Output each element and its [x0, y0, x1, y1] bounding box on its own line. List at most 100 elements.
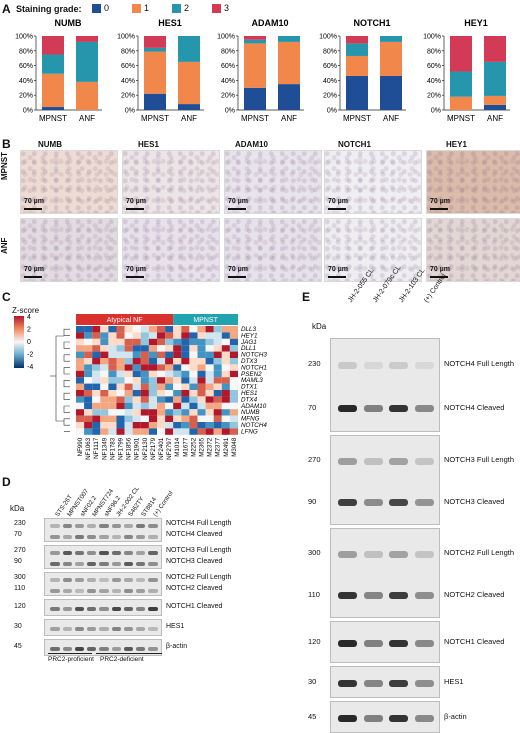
- bar-segment-grade-1: [244, 43, 266, 88]
- heatmap-cell: [205, 402, 214, 410]
- heatmap-cell: [84, 345, 93, 352]
- heatmap-cell: [181, 396, 190, 403]
- grade-label-3: 3: [224, 3, 230, 13]
- x-tick-label: MPNST: [141, 114, 169, 123]
- heatmap-cell: [221, 409, 230, 416]
- kda-title-e: kDa: [312, 322, 327, 331]
- y-tick-label: 80%: [427, 48, 441, 55]
- heatmap-cell: [140, 364, 149, 371]
- band-label: NOTCH1 Cleaved: [166, 602, 223, 610]
- band: [136, 646, 146, 651]
- grade-swatch-0: [92, 4, 101, 13]
- heatmap-cell: [189, 396, 198, 403]
- band: [62, 577, 72, 582]
- heatmap-cell: [197, 428, 206, 435]
- heatmap-cell: [76, 422, 85, 429]
- band: [389, 592, 409, 600]
- band: [136, 606, 146, 611]
- band: [123, 534, 134, 539]
- y-tick-label: 80%: [323, 48, 337, 55]
- blot-strip-1: [330, 435, 440, 525]
- band: [62, 606, 72, 611]
- heatmap-cell: [181, 326, 190, 333]
- kda-title-d: kDa: [10, 504, 25, 513]
- heatmap-cell: [108, 422, 117, 429]
- heatmap-cell: [148, 390, 157, 397]
- heatmap-cell: [229, 358, 238, 365]
- grade-swatch-1: [132, 4, 141, 13]
- band: [363, 361, 383, 369]
- bar-segment-grade-3: [484, 36, 506, 62]
- scale-label: 70 µm: [24, 198, 44, 205]
- band: [414, 714, 434, 722]
- group-label-atypical-nf: Atypical NF: [107, 317, 143, 324]
- gene-label: ADAM10: [240, 403, 267, 410]
- band: [99, 550, 109, 555]
- heatmap-cell: [140, 396, 149, 403]
- heatmap-cell: [76, 332, 85, 339]
- band: [62, 550, 72, 555]
- scale-bar: [328, 276, 346, 278]
- heatmap-cell: [108, 358, 117, 365]
- scale-label: 70 µm: [24, 266, 44, 273]
- dendrogram-branch: [63, 341, 70, 349]
- heatmap-cell: [108, 402, 117, 410]
- dendrogram-branch: [63, 380, 70, 388]
- group-label-proficient: PRC2-proficient: [48, 656, 94, 663]
- heatmap-cell: [165, 345, 174, 352]
- heatmap-cell: [100, 377, 109, 384]
- heatmap-cell: [92, 415, 101, 422]
- band: [148, 550, 158, 555]
- group-line-deficient: [96, 653, 162, 654]
- heatmap-cell: [76, 402, 85, 410]
- heatmap-cell: [173, 409, 182, 416]
- heatmap-cell: [181, 415, 190, 422]
- heatmap-cell: [181, 402, 190, 410]
- heatmap-cell: [165, 364, 174, 371]
- band-label: NOTCH4 Full Length: [166, 519, 232, 527]
- sample-label: NF2797: [166, 437, 173, 460]
- heatmap-cell: [132, 390, 141, 397]
- heatmap-cell: [213, 377, 222, 384]
- band: [111, 626, 121, 631]
- heatmap-cell: [229, 415, 238, 422]
- heatmap-cell: [157, 383, 166, 390]
- heatmap-cell: [173, 351, 182, 358]
- heatmap-cell: [108, 332, 117, 339]
- sample-label: NF1799: [118, 437, 125, 460]
- kda-marker: 120: [14, 602, 26, 610]
- heatmap-cell: [197, 345, 206, 352]
- bar-segment-grade-2: [380, 36, 402, 42]
- band: [389, 714, 409, 722]
- ihc-col-notch1: NOTCH1: [338, 140, 371, 149]
- heatmap-cell: [92, 396, 101, 403]
- micrograph-anf-adam10: 70 µm: [224, 218, 322, 282]
- kda-marker: 270: [14, 546, 26, 554]
- heatmap-cell: [132, 358, 141, 365]
- heatmap-cell: [84, 370, 93, 378]
- heatmap-cell: [197, 396, 206, 403]
- band: [414, 405, 434, 413]
- heatmap-cell: [221, 370, 230, 378]
- band-label: NOTCH2 Cleaved: [166, 584, 223, 592]
- heatmap-cell: [181, 332, 190, 339]
- sample-label: NF2179: [150, 437, 157, 460]
- heatmap-cell: [148, 428, 157, 435]
- heatmap-cell: [173, 345, 182, 352]
- band: [338, 550, 358, 558]
- heatmap-cell: [124, 428, 133, 435]
- heatmap-cell: [132, 422, 141, 429]
- x-tick-label: MPNST: [343, 114, 371, 123]
- heatmap-cell: [108, 345, 117, 352]
- ihc-col-hey1: HEY1: [446, 140, 467, 149]
- heatmap-cell: [116, 351, 125, 358]
- heatmap-cell: [173, 358, 182, 365]
- band: [74, 561, 85, 566]
- heatmap-cell: [229, 422, 238, 429]
- sample-label: M2252: [190, 437, 197, 456]
- kda-marker: 230: [14, 519, 26, 527]
- heatmap-cell: [116, 422, 125, 429]
- y-tick-label: 40%: [323, 78, 337, 85]
- blot-strip-4: [44, 619, 162, 636]
- band: [87, 550, 97, 555]
